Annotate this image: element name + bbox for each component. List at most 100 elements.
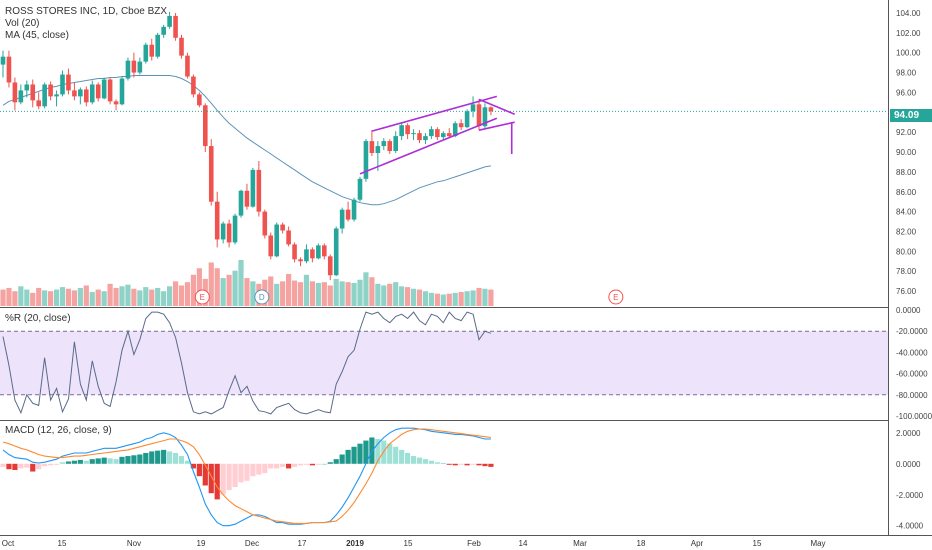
macd-histogram-bar <box>107 458 113 464</box>
candle-body <box>381 141 387 147</box>
macd-histogram-bar <box>375 439 381 464</box>
volume-bar <box>274 283 280 306</box>
volume-bar <box>59 287 66 306</box>
volume-bar <box>220 278 226 306</box>
volume-bar <box>351 283 357 306</box>
volume-bar <box>327 285 333 306</box>
volume-bar <box>333 278 339 306</box>
macd-histogram-bar <box>321 463 327 465</box>
candle-body <box>54 94 59 97</box>
candle-body <box>482 107 488 127</box>
candle-body <box>113 101 119 105</box>
candle-body <box>351 199 357 220</box>
macd-histogram-bar <box>184 460 191 464</box>
volume-bar <box>143 287 149 306</box>
candle-body <box>149 44 155 57</box>
candle-body <box>30 84 36 101</box>
volume-bar <box>452 292 458 306</box>
candle-body <box>476 104 482 127</box>
volume-bar <box>125 284 131 306</box>
time-axis-tick: 14 <box>519 539 528 548</box>
volume-bar <box>291 280 298 306</box>
candle-body <box>280 224 285 231</box>
time-axis-tick: Nov <box>127 539 141 548</box>
candle-body <box>244 190 250 207</box>
volume-bar <box>77 287 83 306</box>
volume-bar <box>101 291 107 306</box>
time-axis-tick: Feb <box>467 539 481 548</box>
time-axis-tick: 2019 <box>346 539 364 548</box>
volume-bar <box>446 293 452 306</box>
volume-bar <box>410 288 417 306</box>
macd-histogram-bar <box>190 463 196 469</box>
macd-histogram-bar <box>155 450 161 464</box>
time-axis-tick: 15 <box>58 539 67 548</box>
macd-histogram-bar <box>220 463 226 495</box>
macd-histogram-bar <box>476 463 482 466</box>
candle-body <box>446 133 452 137</box>
time-axis-tick: 17 <box>298 539 307 548</box>
volume-bar <box>422 291 429 306</box>
price-axis-tick: 86.00 <box>896 188 917 197</box>
macd-histogram-bar <box>137 454 143 464</box>
macd-axis-tick: -4.0000 <box>896 522 924 531</box>
macd-histogram-bar <box>458 463 464 465</box>
volume-bar <box>119 286 125 306</box>
macd-histogram-bar <box>48 463 54 466</box>
macd-histogram-bar <box>327 462 333 464</box>
macd-histogram-bar <box>315 463 321 465</box>
volume-bar <box>214 268 220 306</box>
candle-body <box>66 74 71 91</box>
volume-bar <box>303 274 310 306</box>
macd-histogram-bar <box>446 463 452 465</box>
macd-histogram-bar <box>149 451 155 464</box>
macd-histogram-bar <box>333 459 339 464</box>
volume-bar <box>375 283 381 306</box>
macd-histogram-bar <box>202 463 208 486</box>
signal-line <box>2 428 491 524</box>
candle-body <box>262 211 268 236</box>
macd-histogram-bar <box>232 463 238 488</box>
volume-bar <box>65 288 72 306</box>
macd-histogram-bar <box>268 463 274 469</box>
candle-body <box>155 34 160 57</box>
candle-body <box>203 105 208 147</box>
candle-body <box>232 215 238 243</box>
volume-bar <box>137 290 143 306</box>
volume-bar <box>172 281 179 306</box>
volume-bar <box>149 289 155 306</box>
volume-bar <box>196 268 202 306</box>
macd-histogram-bar <box>30 463 36 472</box>
candle-body <box>226 223 232 243</box>
candle-body <box>84 89 89 103</box>
price-axis-tick: 92.00 <box>896 128 917 137</box>
candle-body <box>185 55 190 77</box>
candle-body <box>173 15 178 38</box>
volume-bar <box>369 277 375 306</box>
macd-histogram-bar <box>405 452 411 464</box>
volume-bar <box>161 291 167 306</box>
volume-bar <box>488 289 494 306</box>
wr-axis-tick: -100.0000 <box>896 412 932 421</box>
channel-lower-line <box>359 117 498 175</box>
macd-histogram-bar <box>77 459 83 464</box>
symbol-title: ROSS STORES INC, 1D, Cboe BZX <box>5 6 168 17</box>
candle-body <box>107 79 113 102</box>
macd-histogram-bar <box>399 449 405 464</box>
volume-bar <box>83 285 89 306</box>
volume-legend: Vol (20) <box>5 18 40 29</box>
volume-bar <box>42 290 48 306</box>
volume-bar <box>315 283 321 306</box>
volume-bar <box>48 291 54 306</box>
candle-body <box>417 133 422 141</box>
ma-line <box>2 75 491 206</box>
candle-body <box>274 224 279 257</box>
candle-body <box>322 245 327 257</box>
macd-histogram-bar <box>196 463 202 477</box>
macd-histogram-bar <box>0 463 6 467</box>
macd-histogram-bar <box>363 440 369 464</box>
candle-body <box>292 244 297 260</box>
volume-bar <box>470 290 476 306</box>
